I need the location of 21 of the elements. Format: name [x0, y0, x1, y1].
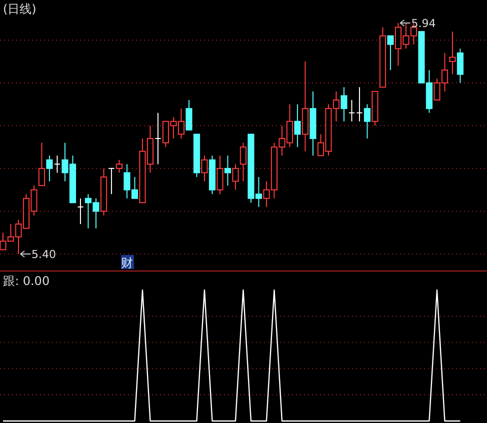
candlestick	[232, 164, 239, 190]
chart-title: (日线)	[3, 2, 36, 16]
candlestick	[302, 61, 309, 152]
candlestick	[456, 48, 464, 84]
candlestick	[54, 155, 61, 174]
candlestick	[100, 168, 108, 216]
candlestick	[77, 198, 84, 225]
candlestick	[449, 31, 456, 75]
candlestick	[310, 90, 316, 156]
annotation: 5.94	[411, 17, 436, 30]
candlestick	[201, 155, 208, 182]
chart-title: 跟: 0.00	[3, 274, 50, 288]
candlestick	[294, 104, 301, 148]
annotation: 5.40	[31, 248, 56, 261]
candlestick	[46, 155, 53, 182]
candlestick	[340, 86, 348, 122]
text: 财	[120, 256, 133, 270]
candlestick	[356, 86, 363, 122]
candlestick	[348, 100, 356, 122]
candlestick	[154, 112, 162, 165]
candlestick	[224, 155, 232, 186]
